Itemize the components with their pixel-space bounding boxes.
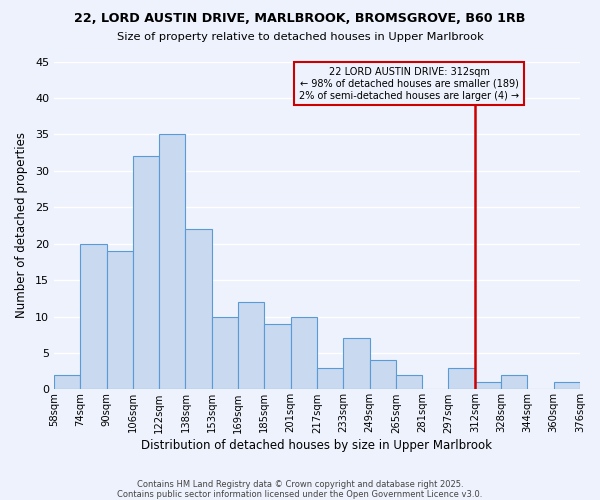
Text: 22, LORD AUSTIN DRIVE, MARLBROOK, BROMSGROVE, B60 1RB: 22, LORD AUSTIN DRIVE, MARLBROOK, BROMSG… (74, 12, 526, 26)
Bar (396, 375, 422, 390)
Bar (554, 382, 580, 390)
Bar (265, 324, 290, 390)
Bar (54, 375, 80, 390)
Bar (212, 316, 238, 390)
Bar (159, 134, 185, 390)
Text: Contains public sector information licensed under the Open Government Licence v3: Contains public sector information licen… (118, 490, 482, 499)
Y-axis label: Number of detached properties: Number of detached properties (15, 132, 28, 318)
Bar (290, 316, 317, 390)
Bar (107, 251, 133, 390)
Bar (343, 338, 370, 390)
Text: 22 LORD AUSTIN DRIVE: 312sqm
← 98% of detached houses are smaller (189)
2% of se: 22 LORD AUSTIN DRIVE: 312sqm ← 98% of de… (299, 68, 519, 100)
Text: Contains HM Land Registry data © Crown copyright and database right 2025.: Contains HM Land Registry data © Crown c… (137, 480, 463, 489)
Bar (370, 360, 396, 390)
Bar (238, 302, 265, 390)
Bar (475, 382, 501, 390)
Bar (501, 375, 527, 390)
Bar (448, 368, 475, 390)
Bar (80, 244, 107, 390)
Bar (185, 229, 212, 390)
X-axis label: Distribution of detached houses by size in Upper Marlbrook: Distribution of detached houses by size … (142, 440, 493, 452)
Bar (317, 368, 343, 390)
Text: Size of property relative to detached houses in Upper Marlbrook: Size of property relative to detached ho… (116, 32, 484, 42)
Bar (133, 156, 159, 390)
